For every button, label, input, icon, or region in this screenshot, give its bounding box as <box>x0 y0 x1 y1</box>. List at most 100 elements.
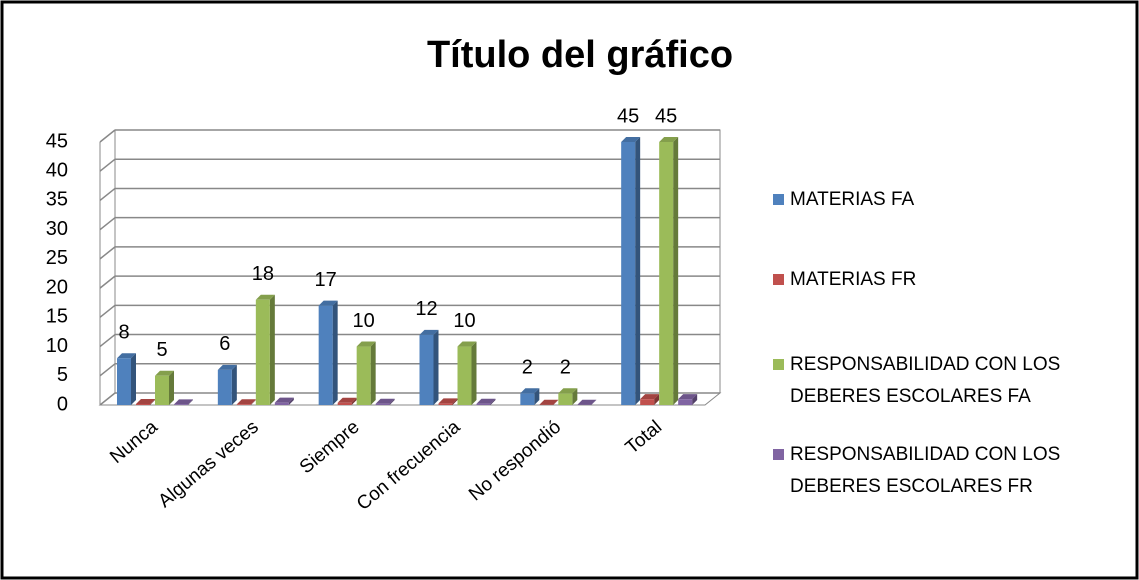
bar <box>476 398 496 405</box>
legend-label: RESPONSABILIDAD CON LOS DEBERES ESCOLARE… <box>790 444 1061 497</box>
data-label: 2 <box>560 357 571 379</box>
bar-top <box>174 399 193 405</box>
bar <box>577 399 597 405</box>
bar-front <box>520 393 535 405</box>
bar-top <box>318 300 338 306</box>
y-tick-label: 35 <box>46 189 68 211</box>
bar-front <box>419 334 434 405</box>
bar-front <box>236 404 251 405</box>
y-tick-label: 45 <box>46 130 68 152</box>
grid-line-side <box>99 217 116 231</box>
bar <box>117 353 136 405</box>
grid-line-side <box>99 275 116 289</box>
bar-side <box>150 398 155 405</box>
bar-side <box>188 399 193 405</box>
bar-top <box>640 394 660 400</box>
bar-front <box>136 403 150 405</box>
data-label: 17 <box>315 269 337 291</box>
data-label: 10 <box>453 310 475 332</box>
legend-swatch <box>773 194 784 205</box>
bar <box>375 398 395 405</box>
bar-top <box>438 398 458 404</box>
bar <box>457 341 477 405</box>
bar-side <box>635 137 641 405</box>
data-label: 5 <box>156 339 167 361</box>
bar-top <box>236 399 256 405</box>
y-tick-label: 15 <box>46 306 68 328</box>
bar <box>520 388 540 405</box>
y-tick-label: 40 <box>46 160 68 182</box>
data-label: 10 <box>353 310 375 332</box>
bar <box>678 394 698 405</box>
data-label: 2 <box>522 357 533 379</box>
bar-top <box>577 399 597 405</box>
bar-front <box>375 403 390 405</box>
bar <box>155 370 174 405</box>
bar-side <box>452 398 458 405</box>
bar <box>174 399 193 405</box>
bar-top <box>136 398 155 404</box>
grid-line-side <box>99 304 116 318</box>
bar-side <box>673 137 679 405</box>
grid-line-side <box>99 129 116 143</box>
bar-side <box>490 398 496 405</box>
bar-front <box>621 142 636 405</box>
grid-line-side <box>99 246 116 260</box>
bar-side <box>572 388 578 405</box>
bar-top <box>255 294 275 300</box>
grid-line-side <box>99 158 116 172</box>
bar-side <box>471 341 477 405</box>
bar-side <box>250 399 256 405</box>
bar-top <box>558 388 578 394</box>
bar-front <box>558 393 573 405</box>
bar-top <box>539 399 559 405</box>
bar <box>640 394 660 405</box>
bar-side <box>269 294 275 405</box>
bar-front <box>155 375 169 405</box>
bar-side <box>169 370 174 405</box>
bar-front <box>174 404 188 405</box>
bar <box>236 399 256 405</box>
bar-side <box>591 399 597 405</box>
data-label: 12 <box>415 298 437 320</box>
bar-side <box>534 388 540 405</box>
bar-side <box>654 394 660 405</box>
bar-front <box>274 402 289 405</box>
legend-swatch <box>773 359 784 370</box>
bar <box>539 399 559 405</box>
bar-front <box>640 399 655 405</box>
data-label: 45 <box>655 105 677 127</box>
bar-front <box>255 299 270 405</box>
bar-top <box>217 364 237 370</box>
bar-side <box>389 398 395 405</box>
bar <box>621 137 641 405</box>
bar-front <box>678 399 693 405</box>
data-label: 8 <box>118 322 129 344</box>
bar-top <box>659 137 679 142</box>
bar <box>419 329 439 405</box>
bar-front <box>318 305 333 405</box>
bar-front <box>117 358 131 405</box>
data-label: 18 <box>252 263 274 285</box>
data-label: 6 <box>219 333 230 355</box>
bar <box>217 364 237 405</box>
grid-line-side <box>99 187 116 202</box>
bar-top <box>621 137 641 142</box>
bar <box>659 137 679 405</box>
bar-side <box>231 364 237 405</box>
bar <box>558 388 578 405</box>
bar-front <box>337 402 352 405</box>
bar-front <box>356 346 371 405</box>
bar-front <box>476 403 491 405</box>
grid-line-side <box>99 333 116 348</box>
bar-side <box>433 329 439 405</box>
bar <box>356 341 376 405</box>
bar-top <box>476 398 496 404</box>
bar-top <box>337 397 357 403</box>
y-tick-label: 20 <box>46 276 68 298</box>
bar-side <box>370 341 376 405</box>
bar-side <box>131 353 136 405</box>
